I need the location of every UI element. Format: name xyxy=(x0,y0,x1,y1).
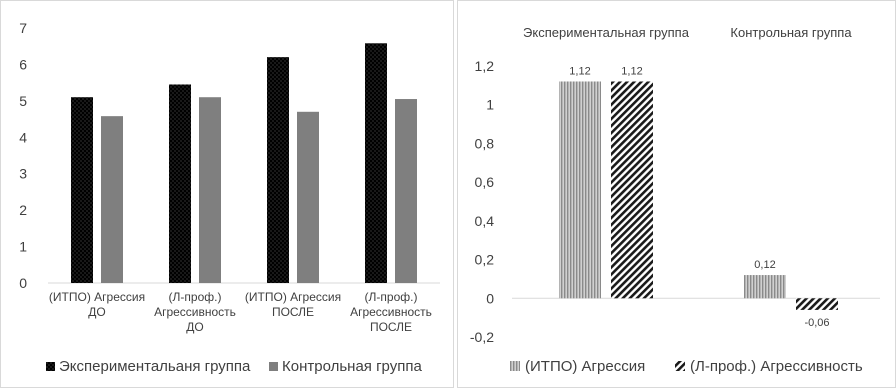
legend-label-experimental: Экспериментальаня группа xyxy=(59,358,251,375)
legend-label-control: Контрольная группа xyxy=(282,358,422,375)
right-y-tick-label: 1 xyxy=(486,97,494,113)
legend-label-itpo: (ИТПО) Агрессия xyxy=(525,358,645,375)
left-y-tick-label: 5 xyxy=(19,93,27,109)
right-panel-border xyxy=(457,0,896,388)
right-data-label: 1,12 xyxy=(569,65,590,77)
right-bar-lprof-0 xyxy=(611,81,653,299)
left-y-tick-label: 7 xyxy=(19,20,27,36)
right-y-axis-ticks: -0,2 0 0,2 0,4 0,6 0,8 1 1,2 xyxy=(470,58,494,345)
left-y-tick-label: 1 xyxy=(19,239,27,255)
left-category-label: ПОСЛЕ xyxy=(272,305,314,319)
right-y-tick-label: 0,6 xyxy=(475,174,495,190)
right-y-tick-label: 0,8 xyxy=(475,135,495,151)
right-y-tick-label: 1,2 xyxy=(475,58,495,74)
right-y-tick-label: 0 xyxy=(486,290,494,306)
left-legend: Экспериментальаня группа Контрольная гру… xyxy=(46,358,422,375)
left-bar-experimental-0 xyxy=(71,97,93,283)
left-category-label: Агрессивность xyxy=(350,305,432,319)
right-bar-itpo-1 xyxy=(744,275,786,299)
right-y-tick-label: -0,2 xyxy=(470,329,494,345)
left-bar-control-0 xyxy=(101,116,123,284)
left-y-tick-label: 2 xyxy=(19,202,27,218)
left-category-label: Агрессивность xyxy=(154,305,236,319)
left-bar-control-2 xyxy=(297,111,319,284)
left-category-label: (ИТПО) Агрессия xyxy=(49,290,145,304)
right-data-label: -0,06 xyxy=(804,317,829,329)
legend-swatch-experimental xyxy=(46,362,55,371)
left-y-tick-label: 3 xyxy=(19,166,27,182)
chart-right: -0,200,20,40,60,811,2 1,12 1,120,12-0,06 … xyxy=(470,25,880,375)
right-data-labels: 1,12 1,12 0,12 -0,06 xyxy=(569,65,829,328)
left-bar-experimental-1 xyxy=(169,84,191,283)
left-y-tick-label: 0 xyxy=(19,275,27,291)
right-y-tick-label: 0,4 xyxy=(475,213,495,229)
left-category-label: ДО xyxy=(88,305,105,319)
legend-swatch-itpo xyxy=(510,361,520,371)
right-y-tick-label: 0,2 xyxy=(475,252,495,268)
legend-swatch-control xyxy=(269,362,278,371)
left-category-label: ПОСЛЕ xyxy=(370,320,412,334)
legend-swatch-lprof xyxy=(675,361,685,371)
right-data-label: 1,12 xyxy=(621,65,642,77)
right-bars xyxy=(559,81,838,310)
left-bar-experimental-3 xyxy=(365,43,387,283)
right-legend: (ИТПО) Агрессия (Л-проф.) Агрессивность xyxy=(510,358,863,375)
left-category-label: (ИТПО) Агрессия xyxy=(245,290,341,304)
right-bar-lprof-1 xyxy=(796,298,838,310)
left-category-labels: (ИТПО) АгрессияДО(Л-проф.)АгрессивностьД… xyxy=(49,290,432,334)
right-data-label: 0,12 xyxy=(754,259,775,271)
left-y-axis-ticks: 0 1 2 3 4 5 6 7 xyxy=(19,20,27,291)
right-category-label-experimental: Экспериментальная группа xyxy=(523,25,690,40)
left-y-tick-label: 6 xyxy=(19,56,27,72)
left-bar-control-3 xyxy=(395,99,417,284)
left-category-label: ДО xyxy=(186,320,203,334)
left-bar-control-1 xyxy=(199,97,221,283)
left-y-tick-label: 4 xyxy=(19,129,27,145)
legend-label-lprof: (Л-проф.) Агрессивность xyxy=(690,358,863,375)
left-bar-experimental-2 xyxy=(267,57,289,284)
left-category-label: (Л-проф.) xyxy=(169,290,222,304)
left-category-label: (Л-проф.) xyxy=(365,290,418,304)
right-category-label-control: Контрольная группа xyxy=(730,25,852,40)
right-bar-itpo-0 xyxy=(559,81,601,299)
left-bars xyxy=(71,43,417,284)
